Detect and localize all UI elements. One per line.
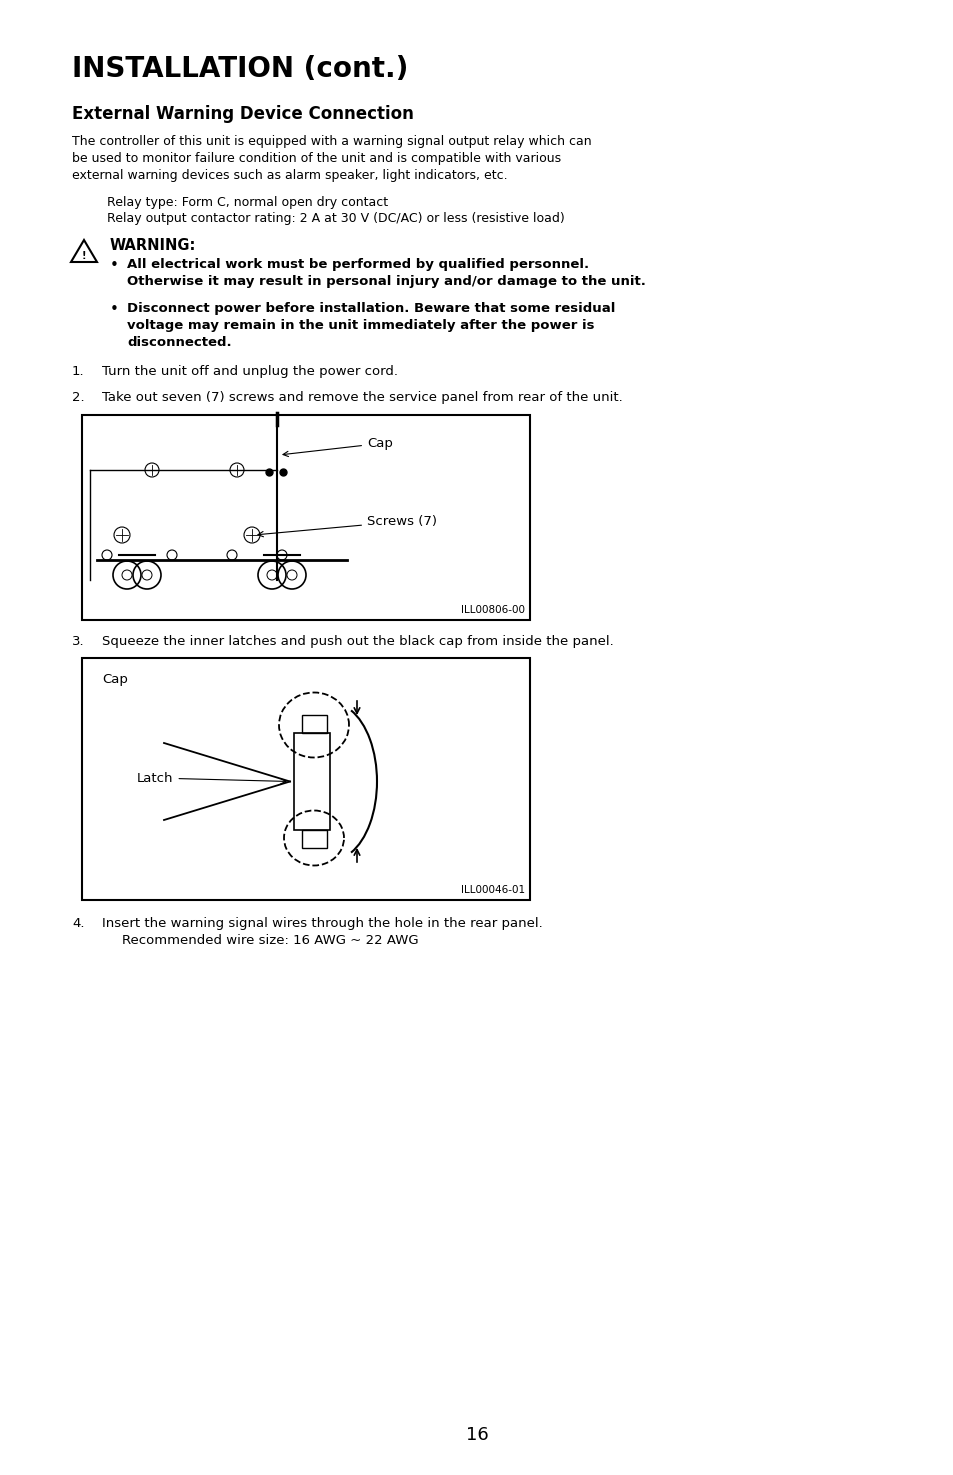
Text: Relay output contactor rating: 2 A at 30 V (DC/AC) or less (resistive load): Relay output contactor rating: 2 A at 30…	[107, 212, 564, 226]
Text: !: !	[82, 251, 86, 261]
Text: be used to monitor failure condition of the unit and is compatible with various: be used to monitor failure condition of …	[71, 152, 560, 165]
Text: Cap: Cap	[283, 437, 393, 457]
Text: Disconnect power before installation. Beware that some residual: Disconnect power before installation. Be…	[127, 302, 615, 316]
Text: The controller of this unit is equipped with a warning signal output relay which: The controller of this unit is equipped …	[71, 136, 591, 148]
Text: External Warning Device Connection: External Warning Device Connection	[71, 105, 414, 122]
Text: •: •	[110, 258, 119, 273]
Text: disconnected.: disconnected.	[127, 336, 232, 350]
Text: 2.: 2.	[71, 391, 85, 404]
Bar	[294, 733, 330, 830]
Text: Otherwise it may result in personal injury and/or damage to the unit.: Otherwise it may result in personal inju…	[127, 274, 645, 288]
Text: Screws (7): Screws (7)	[257, 515, 436, 537]
Text: Squeeze the inner latches and push out the black cap from inside the panel.: Squeeze the inner latches and push out t…	[102, 636, 613, 648]
Text: ILL00046-01: ILL00046-01	[460, 885, 524, 895]
Bar	[82, 414, 530, 620]
Text: •: •	[110, 302, 119, 317]
Text: Take out seven (7) screws and remove the service panel from rear of the unit.: Take out seven (7) screws and remove the…	[102, 391, 622, 404]
Bar	[82, 658, 530, 900]
Text: WARNING:: WARNING:	[110, 237, 196, 254]
Text: ILL00806-00: ILL00806-00	[460, 605, 524, 615]
Text: Turn the unit off and unplug the power cord.: Turn the unit off and unplug the power c…	[102, 364, 397, 378]
Text: 16: 16	[465, 1426, 488, 1444]
Text: All electrical work must be performed by qualified personnel.: All electrical work must be performed by…	[127, 258, 589, 271]
Text: Latch: Latch	[137, 771, 286, 785]
Text: Cap: Cap	[102, 673, 128, 686]
Text: 3.: 3.	[71, 636, 85, 648]
Text: Recommended wire size: 16 AWG ~ 22 AWG: Recommended wire size: 16 AWG ~ 22 AWG	[122, 934, 418, 947]
Text: Insert the warning signal wires through the hole in the rear panel.: Insert the warning signal wires through …	[102, 917, 542, 931]
Text: 4.: 4.	[71, 917, 85, 931]
Text: 1.: 1.	[71, 364, 85, 378]
Text: INSTALLATION (cont.): INSTALLATION (cont.)	[71, 55, 408, 83]
Text: Relay type: Form C, normal open dry contact: Relay type: Form C, normal open dry cont…	[107, 196, 388, 209]
Text: voltage may remain in the unit immediately after the power is: voltage may remain in the unit immediate…	[127, 319, 594, 332]
Text: external warning devices such as alarm speaker, light indicators, etc.: external warning devices such as alarm s…	[71, 170, 507, 181]
